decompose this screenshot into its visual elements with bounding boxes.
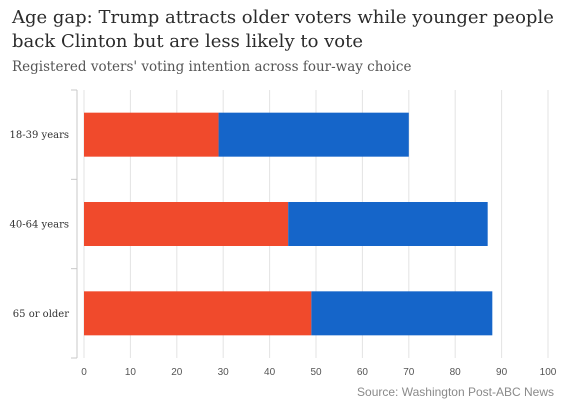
category-label: 18-39 years	[10, 130, 69, 141]
x-tick-label: 10	[125, 367, 137, 378]
chart-title: Age gap: Trump attracts older voters whi…	[12, 7, 554, 52]
category-label: 65 or older	[13, 309, 69, 320]
bar-segment	[311, 291, 493, 336]
bar-segment	[84, 202, 289, 246]
x-tick-label: 80	[450, 367, 462, 378]
chart-subtitle: Registered voters' voting intention acro…	[12, 59, 412, 75]
x-tick-label: 0	[81, 367, 87, 378]
x-tick-label: 100	[540, 367, 557, 378]
bar-segment	[288, 202, 488, 246]
x-tick-label: 60	[357, 367, 369, 378]
x-tick-label: 20	[171, 367, 183, 378]
bar-segment	[218, 112, 409, 157]
x-tick-label: 70	[403, 367, 415, 378]
x-tick-label: 40	[264, 367, 276, 378]
bar-segment	[84, 291, 312, 336]
category-label: 40-64 years	[10, 220, 69, 231]
bar-segment	[84, 112, 219, 157]
source-note: Source: Washington Post-ABC News	[357, 385, 554, 399]
x-tick-label: 90	[496, 367, 508, 378]
x-tick-label: 50	[310, 367, 322, 378]
x-tick-label: 30	[218, 367, 230, 378]
